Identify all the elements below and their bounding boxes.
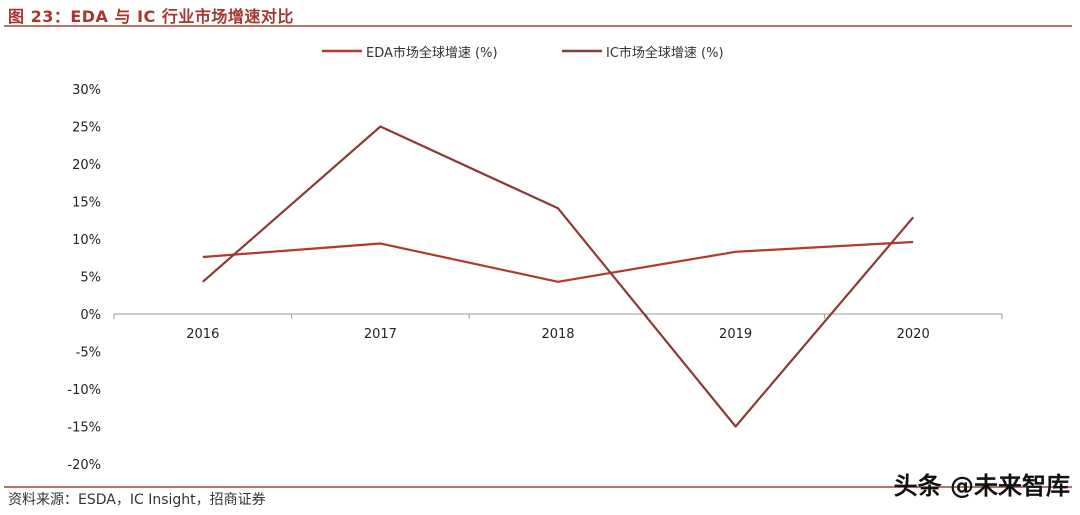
x-tick-label: 2020: [897, 327, 930, 342]
chart-legend: EDA市场全球增速 (%) IC市场全球增速 (%): [322, 45, 724, 61]
watermark: 头条 @未来智库: [893, 472, 1070, 500]
x-tick-label: 2019: [719, 327, 752, 342]
series-lines: [202, 125, 915, 428]
y-tick-label: 30%: [72, 83, 101, 98]
y-tick-label: -20%: [67, 458, 101, 473]
x-axis: 2016 2017 2018 2019 2020: [113, 313, 1003, 342]
series-line-ic: [202, 125, 915, 428]
source-note: 资料来源：ESDA，IC Insight，招商证券: [8, 492, 266, 508]
y-tick-label: 0%: [80, 308, 101, 323]
y-tick-label: 25%: [72, 121, 101, 136]
legend-label-eda: EDA市场全球增速 (%): [366, 45, 498, 61]
y-tick-label: 10%: [72, 233, 101, 248]
y-axis: 30% 25% 20% 15% 10% 5% 0% -5% -10% -15% -20%: [67, 83, 101, 473]
footer-divider: [4, 486, 1072, 488]
x-tick-label: 2016: [186, 327, 219, 342]
x-tick-label: 2018: [541, 327, 574, 342]
legend-label-ic: IC市场全球增速 (%): [606, 45, 724, 61]
y-tick-label: 20%: [72, 158, 101, 173]
y-tick-label: 5%: [80, 271, 101, 286]
y-tick-label: -15%: [67, 421, 101, 436]
y-tick-label: -10%: [67, 383, 101, 398]
title-divider: [4, 25, 1072, 27]
chart-title: 图 23：EDA 与 IC 行业市场增速对比: [8, 7, 294, 26]
x-tick-label: 2017: [364, 327, 397, 342]
y-tick-label: -5%: [76, 346, 101, 361]
y-tick-label: 15%: [72, 196, 101, 211]
series-line-eda: [202, 240, 914, 283]
